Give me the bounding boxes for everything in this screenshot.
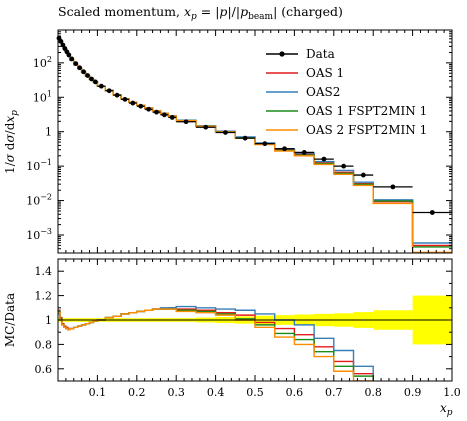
data-point-19	[146, 106, 152, 112]
data-point-32	[360, 172, 366, 178]
y-tick-label-top-3: 10−1	[26, 158, 52, 173]
y-tick-label-top-0: 102	[33, 55, 52, 70]
data-point-9	[81, 69, 87, 75]
chart-title: Scaled momentum, xp = |p|/|pbeam| (charg…	[58, 4, 343, 22]
data-point-23	[183, 119, 189, 125]
y-tick-label-bottom-0: 0.6	[35, 363, 53, 376]
y-tick-label-bottom-3: 1.2	[35, 290, 53, 303]
mc-ratio-histograms	[58, 305, 374, 381]
data-point-14	[106, 88, 112, 94]
x-tick-label-3: 0.4	[207, 386, 225, 399]
data-point-30	[321, 156, 327, 162]
x-axis-label: xp	[440, 401, 453, 418]
data-point-31	[341, 163, 347, 169]
legend-marker-data	[279, 51, 285, 57]
data-points	[56, 35, 452, 321]
mc-histograms	[58, 36, 452, 253]
axes: 0.1 0.2 0.3 0.4 0.5 0.6 0.7 0.8 0.9 1.0 102 101 1 10−…	[26, 29, 461, 399]
y-tick-label-top-4: 10−2	[26, 193, 52, 208]
data-point-27	[262, 141, 268, 147]
data-point-15	[114, 92, 120, 98]
y-tick-label-top-2: 1	[45, 126, 52, 139]
legend-label-oas-1-fspt2min-1: OAS 1 FSPT2MIN 1	[306, 104, 427, 118]
data-point-16	[122, 96, 128, 102]
data-point-13	[98, 83, 104, 89]
data-point-33	[390, 184, 396, 190]
data-point-26	[242, 135, 248, 141]
x-tick-label-7: 0.8	[364, 386, 382, 399]
data-point-7	[73, 61, 79, 67]
y-axis-label-top: 1/σ dσ/dxp	[3, 110, 20, 174]
x-tick-label-5: 0.6	[286, 386, 304, 399]
y-tick-label-bottom-4: 1.4	[35, 265, 53, 278]
data-point-17	[130, 100, 136, 106]
data-point-21	[161, 112, 167, 118]
data-point-20	[154, 109, 159, 115]
y-tick-label-bottom-2: 1	[45, 314, 52, 327]
legend-label-data: Data	[306, 47, 335, 61]
legend-label-oas-1: OAS 1	[306, 66, 344, 80]
data-point-11	[89, 76, 94, 82]
data-point-29	[301, 150, 307, 155]
data-point-25	[223, 130, 228, 135]
data-point-6	[69, 56, 75, 62]
data-point-5	[66, 52, 72, 58]
x-tick-label-0: 0.1	[89, 386, 107, 399]
data-point-2	[60, 42, 66, 48]
x-tick-label-4: 0.5	[246, 386, 264, 399]
data-point-12	[93, 79, 98, 85]
legend-label-oas2: OAS2	[306, 85, 340, 99]
x-tick-label-8: 0.9	[404, 386, 422, 399]
series-oas-2-fspt2min-1-ratio-line	[58, 308, 374, 381]
x-tick-label-6: 0.7	[325, 386, 343, 399]
y-tick-label-top-5: 10−3	[26, 227, 52, 242]
data-point-8	[77, 65, 83, 71]
y-axis-label-bottom: MC/Data	[3, 293, 17, 347]
x-tick-label-2: 0.3	[167, 386, 185, 399]
series-oas-2-fspt2min-1-line	[58, 36, 452, 253]
data-point-24	[203, 124, 209, 130]
x-tick-label-9: 1.0	[443, 386, 461, 399]
data-point-18	[138, 103, 144, 109]
x-tick-label-1: 0.2	[128, 386, 146, 399]
legend: Data OAS 1 OAS2 OAS 1 FSPT2MIN 1 OAS 2 FSPT2…	[266, 47, 427, 137]
legend-label-oas-2-fspt2min-1: OAS 2 FSPT2MIN 1	[306, 123, 427, 137]
y-tick-label-bottom-1: 0.8	[35, 338, 53, 351]
data-point-22	[169, 115, 175, 120]
data-point-28	[282, 146, 287, 152]
data-point-34	[429, 210, 435, 215]
y-tick-label-top-1: 101	[33, 89, 52, 104]
data-point-10	[85, 73, 90, 78]
